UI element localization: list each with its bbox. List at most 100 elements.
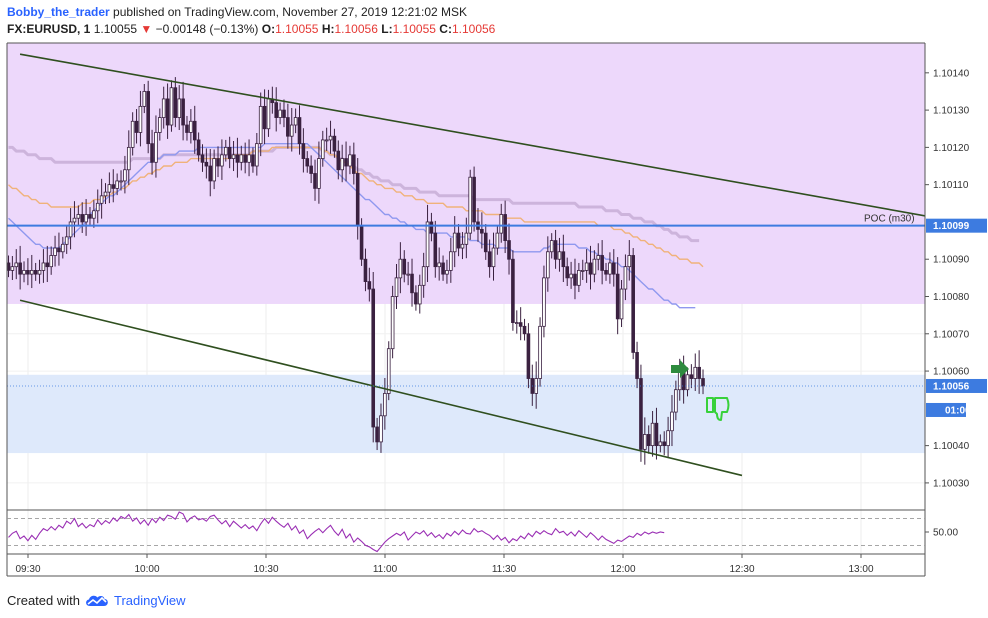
candle-body <box>150 143 154 163</box>
candle-body <box>223 146 228 156</box>
candle-body <box>437 262 441 268</box>
candle-body <box>208 165 213 182</box>
candle-body <box>49 255 53 268</box>
candle-body <box>53 247 57 256</box>
candle-body <box>573 273 577 286</box>
candle-body <box>33 270 38 275</box>
last-price-tag: 1.10056 <box>933 381 970 392</box>
symbol-info: FX:EURUSD, 1 1.10055 ▼ −0.00148 (−0.13%)… <box>7 22 495 36</box>
candle-body <box>666 430 670 447</box>
zone-blue <box>7 374 925 454</box>
candle-body <box>169 87 174 126</box>
candle-body <box>619 288 624 320</box>
price-tick-label: 1.10130 <box>933 106 970 117</box>
candle-body <box>99 195 104 204</box>
candle-body <box>313 173 317 189</box>
candle-body <box>192 120 197 141</box>
candle-body <box>480 228 484 234</box>
candle-body <box>243 154 247 163</box>
footer: Created with TradingView <box>7 593 186 608</box>
author-link[interactable]: Bobby_the_trader <box>7 5 110 19</box>
candle-body <box>697 366 701 379</box>
rsi-line <box>8 511 665 553</box>
candle-body <box>701 378 705 387</box>
candle-body <box>231 154 236 159</box>
time-tick-label: 10:30 <box>253 564 278 575</box>
zone-purple <box>7 43 925 304</box>
cloud-logo-icon <box>86 595 108 606</box>
candle-body <box>274 102 279 118</box>
candle-body <box>115 180 119 189</box>
candle-body <box>64 236 69 245</box>
published-text: published on TradingView.com, November 2… <box>113 5 468 19</box>
channel-lower-line <box>19 299 743 477</box>
candle-body <box>161 98 166 118</box>
candle-body <box>507 240 511 260</box>
candle-body <box>286 117 290 137</box>
candle-body <box>200 154 205 163</box>
candle-body <box>584 262 589 271</box>
candle-body <box>464 232 469 245</box>
candle-body <box>511 258 515 323</box>
candle-body <box>406 273 410 276</box>
poc-price-tag-bg <box>926 218 987 233</box>
candle-body <box>278 109 282 118</box>
time-tick-label: 12:00 <box>610 564 635 575</box>
time-tick-label: 09:30 <box>15 564 40 575</box>
candle-body <box>608 262 612 275</box>
candle-body <box>635 352 639 379</box>
candle-body <box>565 266 570 279</box>
tradingview-brand-link[interactable]: TradingView <box>113 593 186 608</box>
candle-body <box>111 184 116 189</box>
low-value: 1.10055 <box>392 22 436 36</box>
candle-body <box>425 221 430 268</box>
candle-body <box>340 158 344 171</box>
created-with-text: Created with <box>7 593 80 608</box>
candle-body <box>379 415 383 443</box>
time-tick-label: 12:30 <box>729 564 754 575</box>
candle-body <box>26 270 30 275</box>
candle-body <box>352 154 356 174</box>
candle-body <box>282 109 286 118</box>
candle-body <box>561 251 566 268</box>
candle-body <box>685 374 690 391</box>
open-value: 1.10055 <box>275 22 319 36</box>
candle-body <box>398 258 403 279</box>
price-tick-label: 1.10040 <box>933 441 970 452</box>
candle-body <box>674 389 678 413</box>
candle-body <box>631 255 635 353</box>
candle-body <box>483 232 488 253</box>
candle-body <box>429 221 434 234</box>
candle-body <box>472 176 476 223</box>
candle-body <box>185 124 189 133</box>
candle-body <box>57 247 61 253</box>
candle-body <box>107 184 112 193</box>
candle-body <box>643 434 647 450</box>
candle-body <box>92 210 96 219</box>
candle-body <box>29 270 34 275</box>
candle-body <box>251 154 255 167</box>
channel-upper-line <box>19 53 981 227</box>
candle-body <box>320 139 325 159</box>
time-tick-label: 11:30 <box>492 564 517 575</box>
candle-body <box>375 426 379 443</box>
candle-body <box>301 143 306 159</box>
candle-body <box>305 158 310 167</box>
candle-body <box>646 434 651 447</box>
low-label: L: <box>381 22 393 36</box>
candle-body <box>41 262 46 271</box>
candle-body <box>534 378 538 394</box>
candle-body <box>689 374 694 379</box>
price-tick-label: 1.10080 <box>933 292 970 303</box>
candle-body <box>165 98 170 126</box>
price-tick-label: 1.10110 <box>933 180 969 191</box>
candle-body <box>142 91 147 107</box>
candle-body <box>394 277 399 297</box>
poc-price-tag: 1.10099 <box>933 221 970 232</box>
candle-body <box>22 270 26 275</box>
publish-info: Bobby_the_trader published on TradingVie… <box>7 5 467 19</box>
last-price-tag-bg <box>926 378 987 393</box>
candle-body <box>68 221 73 238</box>
candle-body <box>196 139 201 156</box>
